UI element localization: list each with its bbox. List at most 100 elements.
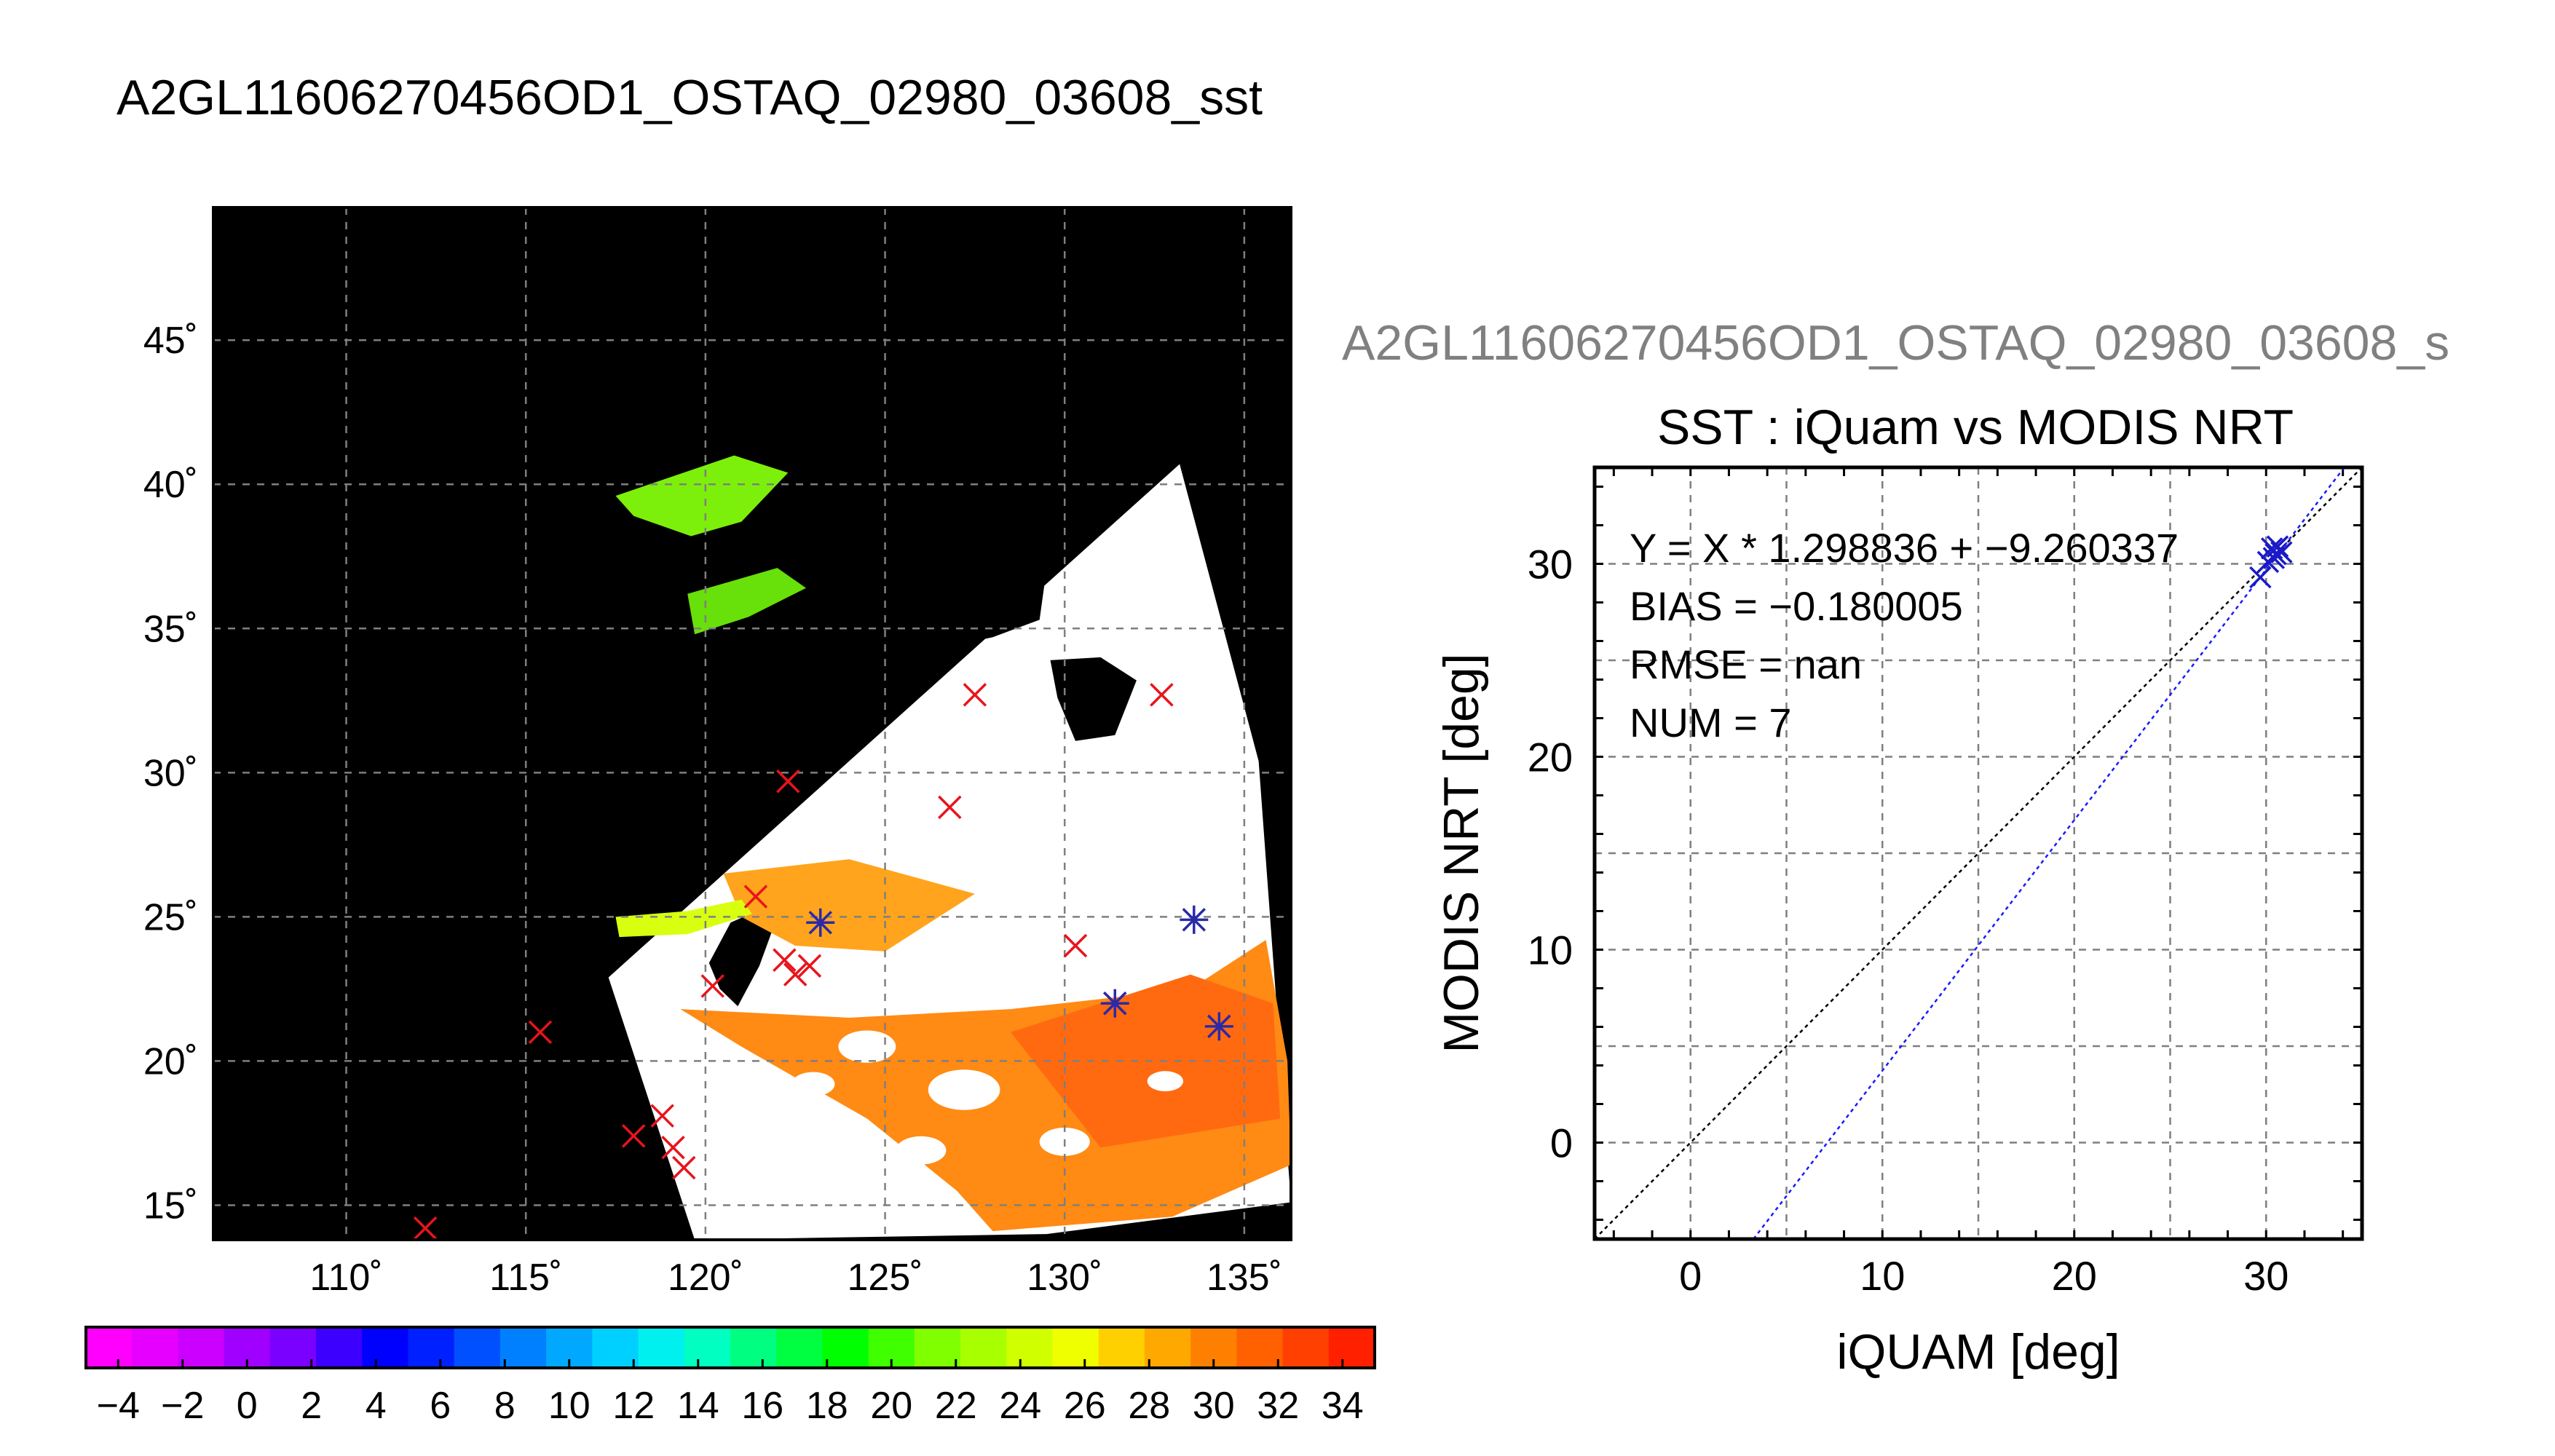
colorbar-cell (178, 1327, 225, 1368)
scatter-annotation: RMSE = nan (1630, 641, 1862, 687)
colorbar-cell (822, 1327, 869, 1368)
scatter-y-tick: 30 (1528, 542, 1573, 587)
korea-land (877, 475, 1051, 649)
scatter-header: A2GL11606270456OD1_OSTAQ_02980_03608_s (1342, 315, 2450, 371)
modis-marker (1204, 1012, 1233, 1041)
colorbar-label: 20 (870, 1385, 912, 1427)
map-lat-tick: 25˚ (143, 896, 198, 938)
scatter-point (2260, 537, 2283, 560)
map-frame (212, 206, 1292, 1241)
colorbar-cell (914, 1327, 961, 1368)
iquam-marker (650, 1104, 674, 1128)
colorbar-label: 22 (935, 1385, 977, 1427)
map-lat-tick: 30˚ (143, 752, 198, 794)
cloud-patch (928, 1069, 1000, 1110)
map-lon-tick: 135˚ (1207, 1257, 1282, 1299)
sst-shandong-green (687, 568, 806, 635)
map-lon-tick: 115˚ (489, 1257, 562, 1299)
map-lat-tick: 35˚ (143, 608, 198, 650)
colorbar-cell (408, 1327, 455, 1368)
colorbar-label: 4 (366, 1385, 387, 1427)
colorbar-label: 26 (1064, 1385, 1106, 1427)
iquam-marker (797, 954, 822, 978)
colorbar-cell (454, 1327, 501, 1368)
iquam-marker (661, 1136, 685, 1160)
colorbar-cell (1052, 1327, 1099, 1368)
scatter-y-tick: 20 (1528, 735, 1573, 780)
scatter-point (2264, 543, 2287, 566)
taiwan-land (708, 908, 778, 1007)
colorbar-label: 6 (430, 1385, 451, 1427)
colorbar-frame (84, 1326, 1376, 1369)
iquam-marker (743, 885, 768, 909)
map-lon-tick: 120˚ (668, 1257, 743, 1299)
colorbar-cell (960, 1327, 1007, 1368)
scatter-x-tick: 0 (1679, 1253, 1702, 1299)
scatter-y-tick: 10 (1528, 927, 1573, 973)
iquam-marker (963, 683, 987, 707)
colorbar-label: 18 (806, 1385, 848, 1427)
scatter-x-tick: 30 (2243, 1253, 2289, 1299)
colorbar-label: 12 (612, 1385, 655, 1427)
iquam-marker (773, 948, 797, 973)
main-title: A2GL11606270456OD1_OSTAQ_02980_03608_sst (117, 70, 1263, 125)
colorbar-label: 8 (494, 1385, 516, 1427)
iquam-marker (700, 974, 724, 998)
sst-orange-north (723, 859, 975, 951)
cloud-patch (1147, 1071, 1184, 1092)
colorbar-label: 24 (999, 1385, 1041, 1427)
colorbar-label: 28 (1128, 1385, 1170, 1427)
colorbar-cell (362, 1327, 409, 1368)
map-lon-tick: 130˚ (1027, 1257, 1102, 1299)
iquam-marker (528, 1020, 553, 1045)
colorbar-cell (269, 1327, 317, 1368)
colorbar-cell (1282, 1327, 1330, 1368)
colorbar-cell (1006, 1327, 1054, 1368)
sst-green-strait (615, 899, 752, 938)
colorbar-label: 10 (548, 1385, 591, 1427)
map-lat-tick: 45˚ (143, 320, 198, 362)
scatter-point (2266, 535, 2289, 558)
map-lat-tick: 15˚ (143, 1184, 198, 1227)
modis-marker (806, 908, 835, 937)
cloud-patch (896, 1136, 947, 1165)
iquam-marker (413, 1216, 438, 1241)
colorbar-cell (132, 1327, 179, 1368)
scatter-annotation: BIAS = −0.180005 (1630, 583, 1963, 629)
colorbar-label: −4 (97, 1385, 140, 1427)
colorbar-cell (499, 1327, 547, 1368)
colorbar-cell (86, 1327, 133, 1368)
colorbar-cell (638, 1327, 685, 1368)
colorbar-cell (592, 1327, 639, 1368)
colorbar-label: 16 (741, 1385, 783, 1427)
map-lat-tick: 40˚ (143, 464, 198, 506)
scatter-y-tick: 0 (1550, 1120, 1573, 1166)
iquam-marker (672, 1155, 696, 1180)
iquam-marker (783, 962, 807, 986)
scatter-frame (1592, 465, 2364, 1241)
colorbar-label: 32 (1257, 1385, 1299, 1427)
scatter-title: SST : iQuam vs MODIS NRT (1657, 400, 2294, 455)
sst-bohai-green (615, 455, 789, 537)
hainan-land (296, 1058, 382, 1113)
colorbar-label: 30 (1193, 1385, 1235, 1427)
scatter-annotation: Y = X * 1.298836 + −9.260337 (1630, 525, 2179, 571)
colorbar-cell (730, 1327, 777, 1368)
map-lon-tick: 125˚ (847, 1257, 923, 1299)
colorbar-cell (1098, 1327, 1145, 1368)
scatter-ylabel: MODIS NRT [deg] (1434, 653, 1489, 1053)
colorbar-cell (776, 1327, 824, 1368)
cloud-patch (791, 1072, 835, 1096)
colorbar-label: 0 (237, 1385, 258, 1427)
cloud-patch (838, 1030, 896, 1063)
colorbar-label: 14 (677, 1385, 719, 1427)
iquam-marker (621, 1124, 646, 1148)
scatter-x-tick: 10 (1860, 1253, 1905, 1299)
colorbar-label: −2 (161, 1385, 204, 1427)
map-lon-tick: 110˚ (309, 1257, 382, 1299)
regression-line (1753, 467, 2345, 1240)
scatter-annotation: NUM = 7 (1630, 700, 1792, 745)
